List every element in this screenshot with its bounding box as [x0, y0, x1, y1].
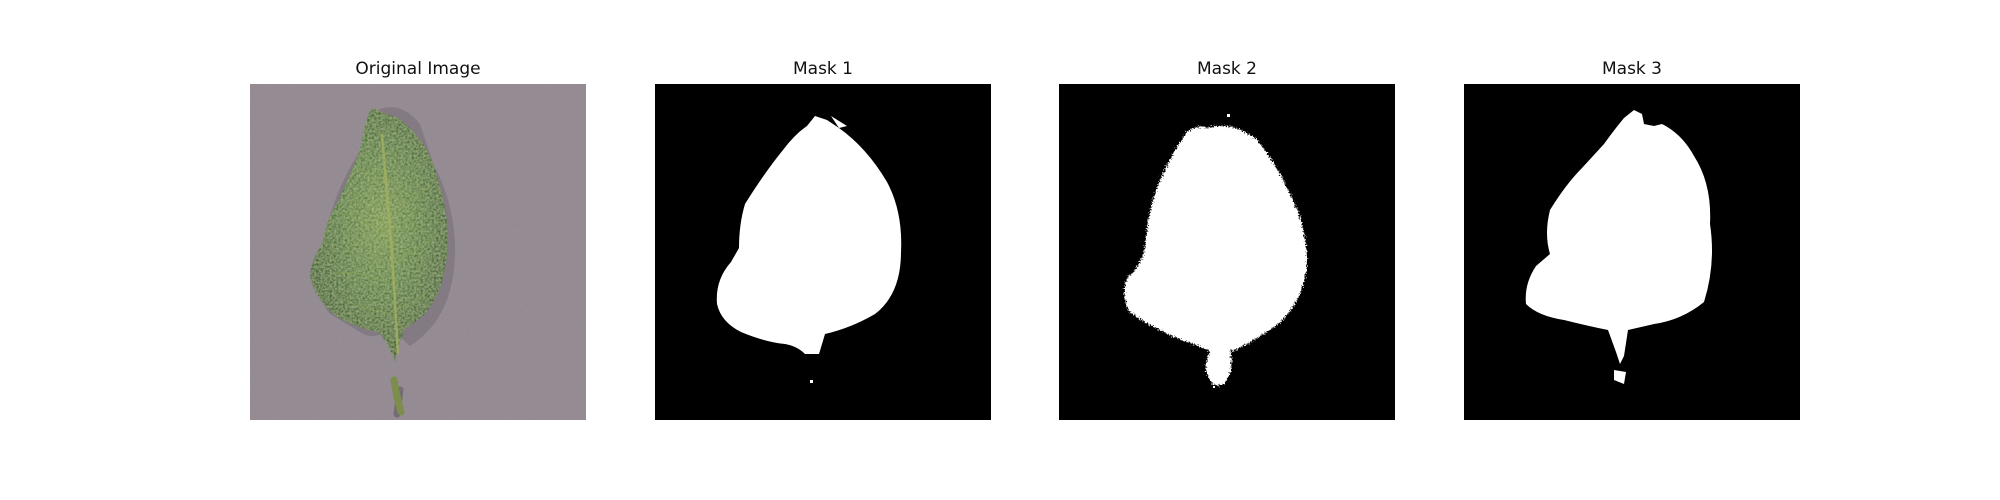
leaf-midrib	[380, 133, 400, 355]
leaf-photo	[250, 84, 586, 420]
mask-2-foreground	[1124, 125, 1307, 386]
mask-1-foreground	[716, 116, 902, 354]
mask-3-image	[1464, 84, 1800, 420]
leaf-veins	[331, 167, 439, 315]
panel-mask-1: Mask 1	[655, 56, 991, 420]
leaf-stem	[390, 376, 405, 416]
panel-title: Mask 3	[1601, 59, 1662, 79]
mask-1-image	[655, 84, 991, 420]
panel-original-image: Original Image	[250, 56, 586, 420]
mask-3-foreground	[1525, 110, 1712, 364]
leaf-blade	[310, 108, 448, 362]
panel-title: Mask 2	[1196, 59, 1257, 79]
mask-2-image	[1059, 84, 1395, 420]
panel-mask-3: Mask 3	[1464, 56, 1800, 420]
panel-title: Original Image	[355, 59, 481, 79]
panel-mask-2: Mask 2	[1059, 56, 1395, 420]
panel-title: Mask 1	[792, 59, 853, 79]
